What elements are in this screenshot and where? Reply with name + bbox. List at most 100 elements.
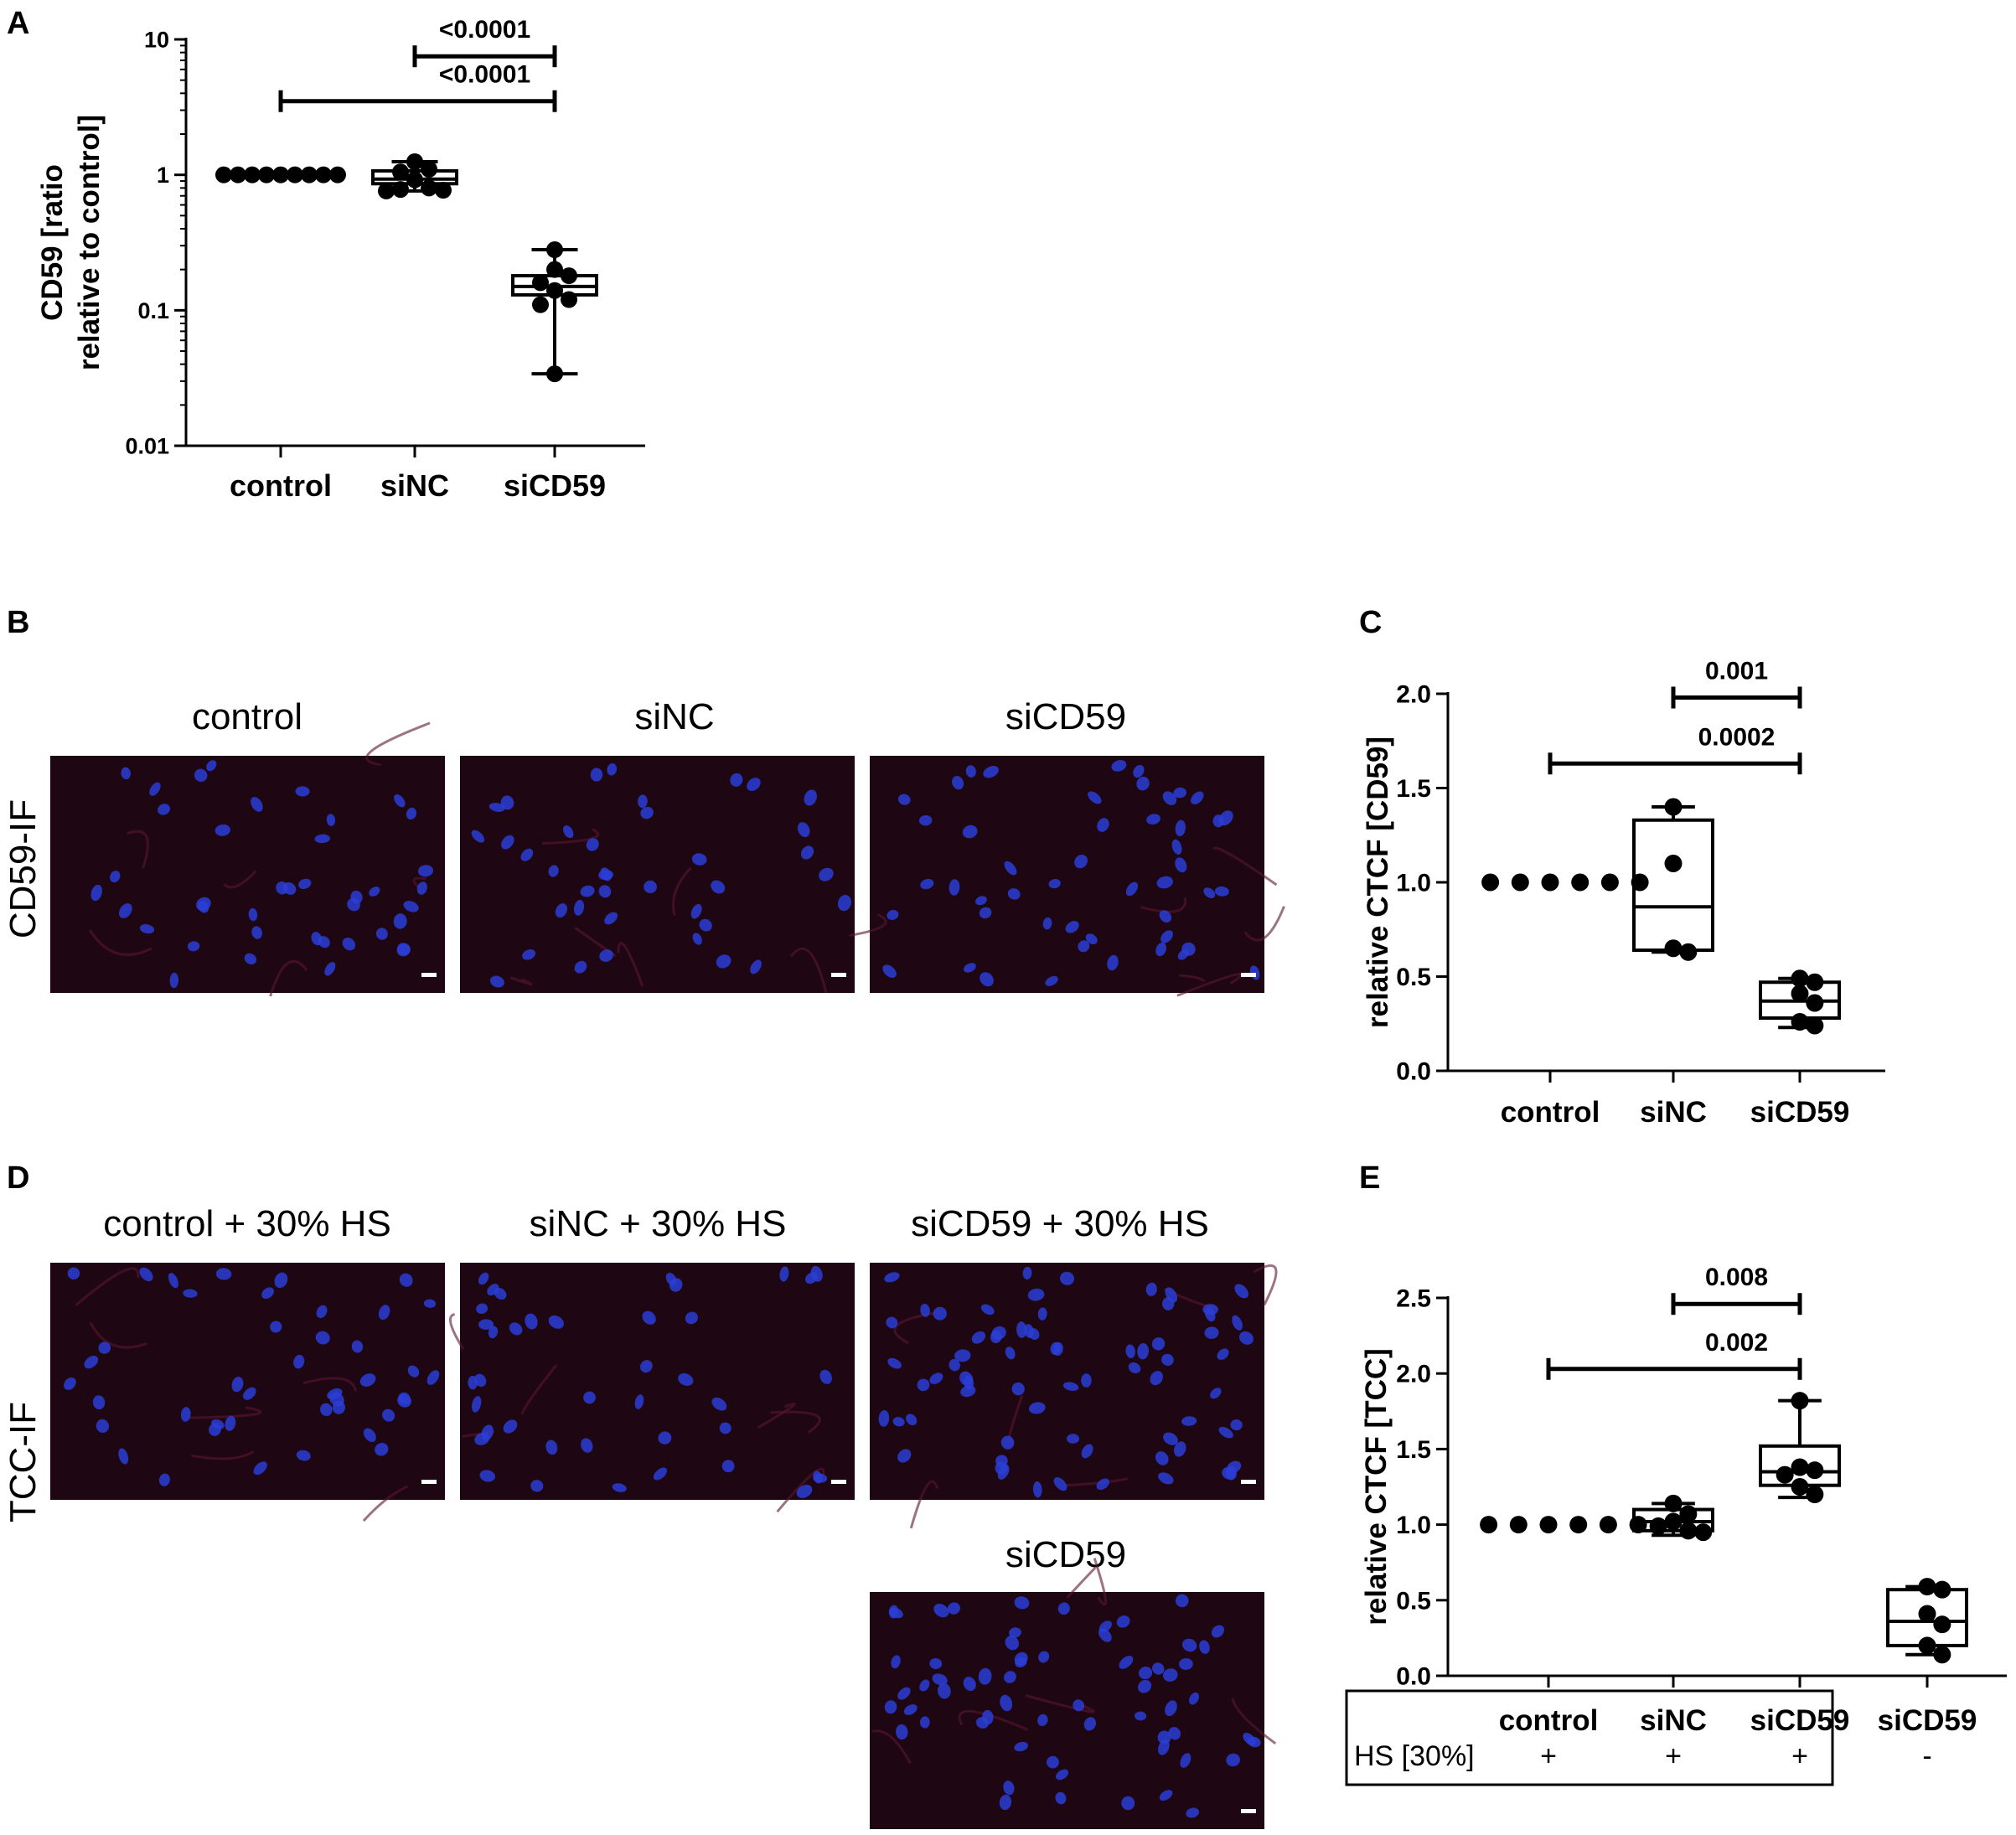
y-tick-label: 1.5 xyxy=(1396,1436,1431,1464)
data-point xyxy=(1481,873,1500,892)
cell-nucleus xyxy=(933,1306,947,1321)
cell-nucleus xyxy=(721,1460,735,1473)
data-point xyxy=(1918,1578,1936,1596)
data-point xyxy=(1918,1605,1936,1623)
cell-nucleus xyxy=(1165,1700,1177,1717)
cell-nucleus xyxy=(919,1679,930,1692)
table-cells: + + + - xyxy=(1540,1740,1932,1772)
cell-nucleus xyxy=(1119,1656,1134,1669)
cell-nucleus xyxy=(1047,1755,1059,1769)
micrograph-d-sicd59 xyxy=(870,1263,1278,1529)
data-point xyxy=(1600,873,1619,892)
fluorescent-signal xyxy=(958,1709,1029,1731)
data-point xyxy=(561,291,577,308)
cell-nucleus xyxy=(1210,1388,1222,1399)
cell-nucleus xyxy=(562,825,574,839)
cell-nucleus xyxy=(251,797,263,812)
fluorescent-signal xyxy=(365,721,431,767)
cell-nucleus xyxy=(1217,1348,1229,1360)
cell-nucleus xyxy=(949,879,960,896)
cell-nucleus xyxy=(897,1449,912,1463)
cell-nucleus xyxy=(1037,1714,1048,1726)
cell-nucleus xyxy=(975,896,987,906)
cell-nucleus xyxy=(952,776,964,790)
cell-nucleus xyxy=(1066,1434,1080,1444)
cell-nucleus xyxy=(244,953,257,964)
cell-nucleus xyxy=(501,835,514,850)
panel-letter-b: B xyxy=(7,605,29,640)
panel-d-micrographs: TCC-IF control + 30% HS siNC + 30% HS si… xyxy=(3,1203,1278,1829)
data-point xyxy=(1679,1522,1698,1540)
cell-nucleus xyxy=(1175,819,1186,837)
p-value-label: 0.001 xyxy=(1705,658,1768,685)
fluorescent-signal xyxy=(789,947,828,994)
cell-nucleus xyxy=(488,1326,499,1339)
cell-nucleus xyxy=(316,1305,328,1319)
fluorescent-signal xyxy=(1243,906,1285,942)
data-point xyxy=(287,166,303,184)
cell-nucleus xyxy=(959,1371,974,1386)
cell-nucleus xyxy=(478,1319,494,1330)
cell-nucleus xyxy=(929,1372,943,1384)
cell-nucleus xyxy=(1014,1741,1028,1752)
cell-nucleus xyxy=(350,890,363,904)
micrograph-b-sicd59 xyxy=(849,756,1285,997)
cell-nucleus xyxy=(1028,1402,1046,1414)
cell-nucleus xyxy=(897,1687,911,1700)
data-point xyxy=(378,182,395,199)
cell-nucleus xyxy=(1174,1441,1186,1457)
cell-nucleus xyxy=(716,954,731,969)
micrograph-d-control xyxy=(50,1263,445,1522)
cell-nucleus xyxy=(530,1480,544,1492)
data-point xyxy=(1569,1516,1588,1534)
scale-bar xyxy=(831,973,846,977)
cell-nucleus xyxy=(1203,887,1216,898)
cell-nucleus xyxy=(261,1287,274,1299)
data-point xyxy=(546,282,563,299)
cell-nucleus xyxy=(590,768,603,782)
cell-nucleus xyxy=(583,1391,596,1404)
cell-nucleus xyxy=(253,1461,267,1476)
cell-nucleus xyxy=(1232,1315,1243,1331)
cell-nucleus xyxy=(1162,791,1177,805)
cell-nucleus xyxy=(1138,1667,1153,1680)
cell-nucleus xyxy=(1180,1753,1192,1768)
cell-nucleus xyxy=(1004,861,1017,876)
data-point xyxy=(1664,798,1683,816)
y-axis-label: relative CTCF [TCC] xyxy=(1360,1348,1393,1626)
cell-nucleus xyxy=(884,1700,897,1714)
cell-nucleus xyxy=(1155,942,1167,957)
cell-nucleus xyxy=(298,878,312,890)
x-tick-label-control: control xyxy=(1501,1096,1600,1129)
cell-nucleus xyxy=(979,907,992,919)
fluorescent-signal xyxy=(1066,1566,1097,1599)
fluorescent-signal xyxy=(672,866,692,916)
y-tick-label: 2.0 xyxy=(1396,1361,1431,1388)
cell-nucleus xyxy=(92,1395,106,1410)
cell-nucleus xyxy=(978,1667,992,1685)
cell-nucleus xyxy=(1048,879,1061,889)
data-point xyxy=(1509,1516,1528,1534)
cell-nucleus xyxy=(892,1417,905,1427)
cell-nucleus xyxy=(837,894,851,912)
cell-nucleus xyxy=(699,918,712,932)
cell-nucleus xyxy=(183,1289,198,1298)
data-point xyxy=(532,296,549,313)
cell-nucleus xyxy=(1159,1790,1173,1801)
cell-nucleus xyxy=(1226,1753,1240,1767)
cell-nucleus xyxy=(1016,1321,1027,1338)
panel-d-extra-label: siCD59 xyxy=(1005,1534,1126,1575)
data-point xyxy=(1791,1013,1809,1031)
fluorescent-signal xyxy=(191,1450,255,1460)
cell-nucleus xyxy=(1083,1717,1096,1731)
cell-nucleus xyxy=(963,1677,976,1692)
cell-nucleus xyxy=(691,853,707,866)
data-point xyxy=(1806,1461,1824,1480)
scale-bar xyxy=(1241,1480,1256,1484)
micrograph-background xyxy=(870,1592,1264,1829)
cell-nucleus xyxy=(1037,1307,1047,1321)
cell-nucleus xyxy=(1243,1732,1256,1745)
cell-nucleus xyxy=(378,1305,390,1321)
cell-nucleus xyxy=(1151,1337,1166,1351)
cell-nucleus xyxy=(1050,1341,1062,1356)
